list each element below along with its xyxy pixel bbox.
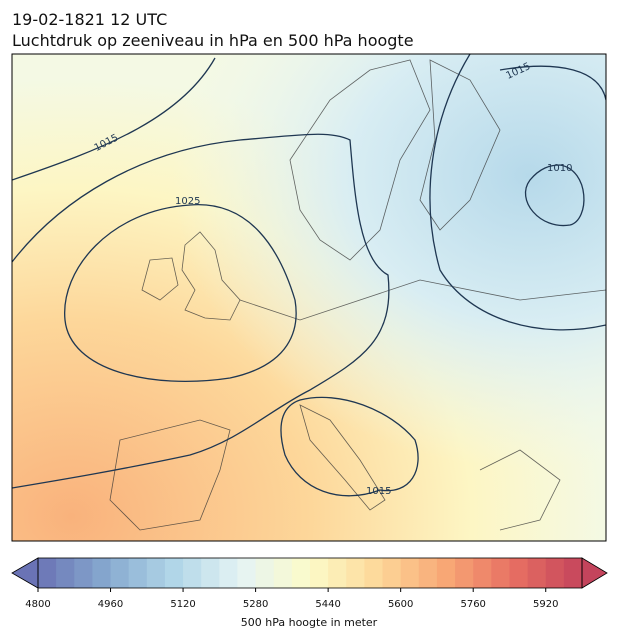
colorbar-level — [455, 558, 474, 588]
colorbar-level — [255, 558, 275, 588]
colorbar-level — [509, 558, 529, 588]
colorbar-tick-label: 5920 — [533, 599, 558, 610]
colorbar-level — [382, 558, 402, 588]
colorbar-level — [364, 558, 384, 588]
colorbar-level — [237, 558, 257, 588]
colorbar-level — [436, 558, 456, 588]
colorbar-level — [146, 558, 166, 588]
chart-title: Luchtdruk op zeeniveau in hPa en 500 hPa… — [12, 31, 414, 50]
colorbar-level — [56, 558, 75, 588]
isobar-label: 1025 — [175, 196, 200, 207]
colorbar-tick-label: 4960 — [98, 599, 123, 610]
cold-field — [12, 54, 606, 541]
isobar — [280, 396, 419, 497]
colorbar-tick-label: 4800 — [25, 599, 50, 610]
colorbar-level — [201, 558, 220, 588]
isobar-label: 1010 — [547, 163, 572, 174]
colorbar-level — [328, 558, 347, 588]
colorbar-level — [74, 558, 93, 588]
colorbar-level — [92, 558, 112, 588]
coastlines — [109, 59, 606, 531]
colorbar-level — [527, 558, 547, 588]
colorbar-level — [563, 558, 583, 588]
colorbar-level — [273, 558, 293, 588]
isobar — [12, 57, 216, 181]
map: 1015 1025 1010 1015 1015 — [12, 54, 606, 541]
colorbar-label: 500 hPa hoogte in meter — [241, 616, 378, 629]
isobar — [64, 204, 297, 383]
colorbar-frame — [37, 557, 583, 589]
map-frame — [11, 53, 607, 542]
colorbar-tick-label: 5760 — [460, 599, 485, 610]
colorbar-level — [110, 558, 130, 588]
colorbar-tick-label: 5600 — [388, 599, 413, 610]
isobar-label: 1015 — [366, 486, 391, 497]
date-title: 19-02-1821 12 UTC — [12, 10, 167, 29]
colorbar-level — [491, 558, 510, 588]
colorbar-level — [291, 558, 311, 588]
colorbar-under — [11, 557, 39, 589]
isobars — [12, 54, 606, 497]
colorbar-level — [128, 558, 148, 588]
colorbar-level — [38, 558, 57, 588]
colorbar-level — [346, 558, 365, 588]
isobar — [499, 65, 606, 101]
colorbar-level — [400, 558, 420, 588]
colorbar: 4800 4960 5120 5280 5440 5600 5760 5920 — [11, 557, 608, 610]
colorbar-tick-label: 5280 — [243, 599, 268, 610]
isobar — [429, 54, 606, 331]
isobar — [12, 133, 390, 489]
colorbar-level — [473, 558, 492, 588]
colorbar-level — [310, 558, 329, 588]
colorbar-over — [581, 557, 608, 589]
colorbar-level — [183, 558, 202, 588]
colorbar-level — [219, 558, 238, 588]
colorbar-tick-label: 5440 — [315, 599, 340, 610]
isobar — [524, 164, 585, 227]
colorbar-level — [164, 558, 184, 588]
colorbar-level — [418, 558, 438, 588]
colorbar-tick-label: 5120 — [170, 599, 195, 610]
colorbar-level — [545, 558, 565, 588]
